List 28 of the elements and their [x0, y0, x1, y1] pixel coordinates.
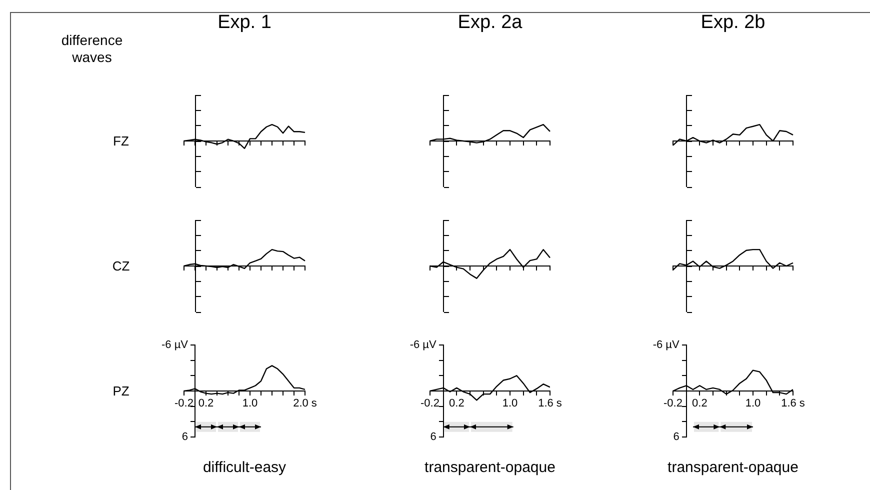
y-tick-label: 6: [182, 431, 188, 444]
y-axis-title: PZ: [112, 384, 130, 398]
chart-title: Exp. 2b: [700, 12, 766, 34]
x-tick-label: 0.2: [692, 398, 708, 410]
x-axis-title: transparent-opaque: [424, 459, 556, 476]
chart-title: Exp. 1: [218, 12, 272, 34]
x-tick-label: 1.0: [242, 398, 258, 410]
y-tick-label: 6: [673, 431, 680, 444]
x-tick-label: 1.6 s: [538, 398, 562, 410]
x-axis-title: difficult-easy: [202, 459, 286, 476]
y-tick-label: -6 µV: [161, 339, 189, 352]
x-tick-label: 1.6 s: [781, 398, 806, 410]
x-tick-label: 2.0 s: [293, 398, 318, 410]
chart-title: Exp. 2a: [458, 12, 522, 34]
y-axis-title: FZ: [113, 134, 129, 148]
x-tick-label: 0.2: [449, 398, 464, 410]
x-tick-label: 0.2: [198, 398, 214, 410]
x-tick-label: 1.0: [502, 398, 518, 410]
text: difference waves: [60, 32, 124, 66]
y-axis-title: CZ: [112, 258, 130, 274]
y-tick-label: -6 µV: [410, 339, 437, 352]
x-tick-label: 1.0: [745, 398, 761, 410]
x-tick-label: -0.2: [174, 398, 194, 410]
y-tick-label: 6: [430, 431, 436, 444]
x-tick-label: -0.2: [664, 398, 682, 410]
x-tick-label: -0.2: [420, 398, 440, 410]
y-tick-label: -6 µV: [652, 339, 680, 352]
x-axis-title: transparent-opaque: [668, 459, 798, 476]
